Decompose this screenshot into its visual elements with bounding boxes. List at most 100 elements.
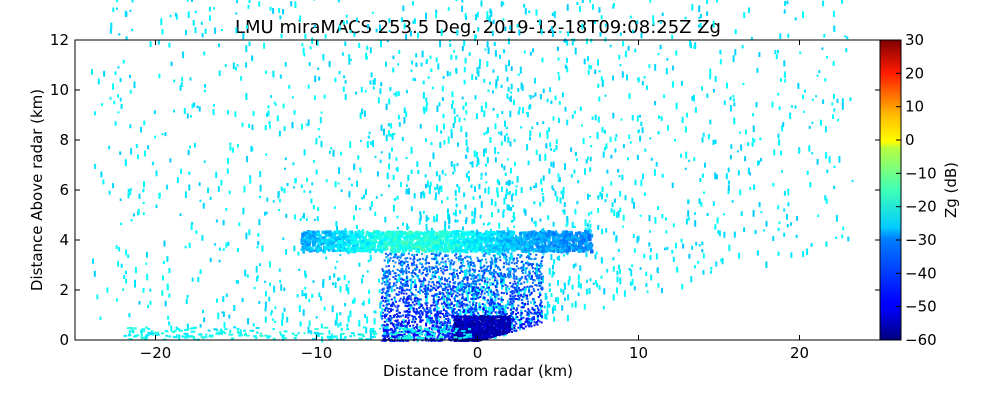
echo-gate (701, 137, 704, 143)
echo-gate (756, 68, 759, 73)
echo-gate (743, 227, 746, 232)
echo-gate (443, 295, 446, 298)
echo-gate (505, 258, 508, 261)
echo-gate (236, 0, 239, 4)
echo-gate (246, 274, 249, 278)
echo-gate (614, 148, 617, 153)
echo-gate (559, 240, 562, 243)
echo-gate (465, 172, 468, 178)
echo-gate (603, 288, 606, 295)
echo-gate (529, 245, 534, 250)
echo-gate (573, 235, 577, 239)
echo-gate (845, 48, 848, 53)
echo-gate (133, 81, 136, 89)
echo-gate (496, 251, 499, 256)
echo-gate (500, 84, 503, 88)
echo-gate (564, 163, 566, 171)
echo-gate (469, 244, 474, 249)
echo-gate (389, 236, 393, 239)
echo-gate (763, 229, 766, 232)
echo-gate (386, 230, 390, 233)
echo-gate (376, 230, 380, 235)
echo-gate (435, 255, 438, 260)
echo-gate (209, 196, 212, 200)
echo-gate (838, 155, 841, 163)
echo-gate (558, 236, 561, 240)
echo-gate (401, 241, 405, 245)
echo-gate (454, 189, 457, 196)
echo-gate (175, 12, 177, 17)
echo-gate (462, 232, 466, 236)
echo-gate (146, 273, 149, 281)
echo-gate (341, 52, 344, 56)
echo-gate (833, 93, 835, 99)
echo-gate (545, 248, 549, 253)
echo-gate (486, 245, 490, 249)
echo-gate (681, 284, 684, 290)
echo-gate (264, 301, 267, 308)
echo-gate (348, 177, 351, 181)
echo-gate (181, 77, 184, 82)
echo-gate (396, 246, 400, 251)
echo-gate (388, 278, 391, 281)
echo-gate (438, 102, 441, 107)
echo-gate (438, 174, 441, 182)
echo-gate (416, 249, 420, 253)
echo-gate (512, 192, 515, 196)
echo-gate (94, 163, 97, 169)
echo-gate (393, 256, 396, 258)
echo-gate (435, 192, 437, 198)
echo-gate (566, 218, 569, 226)
echo-gate (420, 192, 423, 199)
echo-gate (701, 173, 704, 178)
echo-gate (138, 301, 141, 305)
echo-gate (129, 89, 132, 94)
echo-gate (615, 134, 618, 137)
echo-gate (304, 270, 307, 277)
echo-gate (555, 249, 558, 253)
echo-gate (632, 29, 634, 33)
echo-gate (581, 241, 584, 246)
echo-gate (308, 320, 311, 327)
echo-gate (586, 237, 590, 242)
echo-gate (340, 151, 343, 156)
echo-gate (402, 298, 405, 300)
echo-gate (345, 242, 349, 247)
echo-gate (392, 55, 395, 60)
echo-gate (390, 246, 394, 250)
echo-gate (493, 270, 496, 273)
echo-gate (355, 17, 358, 22)
echo-gate (560, 288, 563, 293)
echo-gate (501, 231, 506, 234)
echo-gate (334, 320, 337, 326)
echo-gate (428, 236, 433, 241)
echo-gate (380, 324, 383, 328)
echo-gate (580, 246, 583, 249)
echo-gate (127, 188, 130, 192)
echo-gate (317, 237, 321, 240)
echo-gate (430, 243, 434, 246)
echo-gate (552, 244, 557, 248)
echo-gate (553, 271, 555, 275)
echo-gate (199, 324, 202, 328)
echo-gate (425, 215, 428, 222)
echo-gate (388, 98, 391, 105)
echo-gate (577, 180, 580, 184)
echo-gate (387, 298, 390, 302)
echo-gate (663, 94, 666, 98)
echo-gate (702, 253, 705, 259)
echo-gate (558, 255, 561, 261)
echo-gate (410, 30, 412, 37)
echo-gate (633, 248, 636, 253)
echo-gate (688, 253, 691, 259)
echo-gate (438, 251, 441, 256)
echo-gate (199, 199, 202, 202)
echo-gate (497, 131, 500, 135)
echo-gate (374, 310, 377, 314)
echo-gate (513, 242, 516, 247)
echo-gate (415, 312, 418, 315)
echo-gate (449, 290, 452, 296)
echo-gate (624, 195, 627, 201)
echo-gate (671, 65, 674, 71)
echo-gate (506, 192, 509, 196)
